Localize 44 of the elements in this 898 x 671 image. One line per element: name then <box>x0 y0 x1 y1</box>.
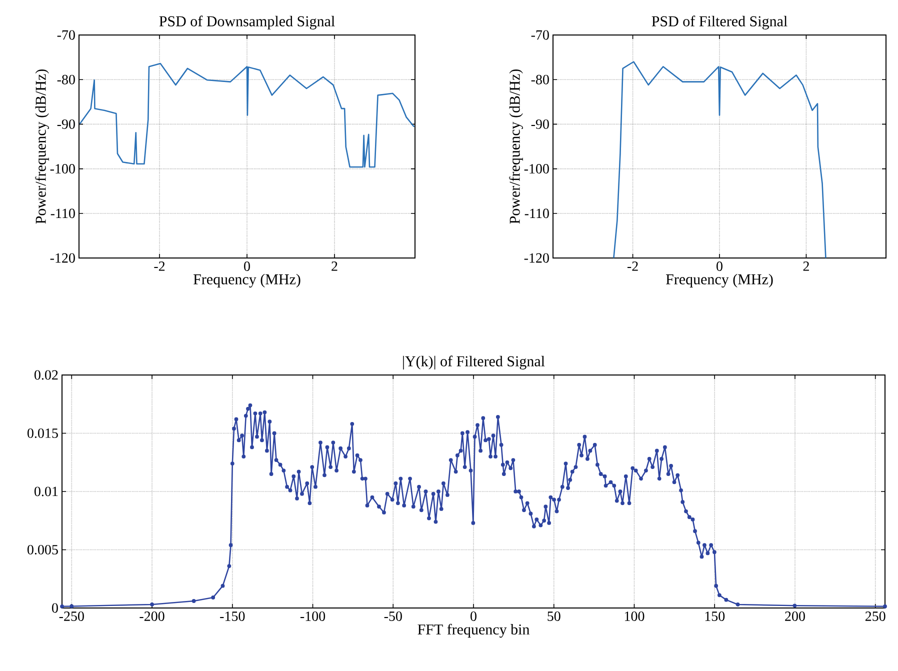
y-tick-label: -80 <box>57 74 75 84</box>
x-tick-label: -2 <box>154 262 165 271</box>
y-tick-label: 0.01 <box>34 486 58 496</box>
y-tick-label: 0.005 <box>28 544 58 554</box>
x-axis-title: FFT frequency bin <box>418 624 530 638</box>
y-tick-label: -110 <box>524 208 549 218</box>
x-axis-title: Frequency (MHz) <box>194 274 300 288</box>
y-tick-label: 0.015 <box>28 428 58 438</box>
y-tick-label: -120 <box>524 253 549 263</box>
chart-title: |Y(k)| of Filtered Signal <box>403 356 545 370</box>
x-tick-label: 200 <box>785 612 805 621</box>
line-series <box>79 62 415 168</box>
x-tick-label: -50 <box>384 612 402 621</box>
x-tick-label: -200 <box>140 612 164 621</box>
y-tick-label: 0 <box>52 603 58 613</box>
y-axis-title: Power/frequency (dB/Hz) <box>509 69 523 224</box>
x-tick-label: 0 <box>716 262 722 271</box>
y-tick-label: -100 <box>524 164 549 174</box>
chart-title: PSD of Filtered Signal <box>652 16 788 30</box>
x-tick-label: 150 <box>705 612 725 621</box>
chart-title: PSD of Downsampled Signal <box>159 16 335 30</box>
x-tick-label: 250 <box>865 612 886 621</box>
x-axis-title: Frequency (MHz) <box>666 274 773 288</box>
y-tick-label: -70 <box>57 30 75 40</box>
y-tick-label: -90 <box>531 119 549 129</box>
y-tick-label: -70 <box>531 30 549 40</box>
y-tick-label: -100 <box>50 164 75 174</box>
y-tick-label: -110 <box>50 208 75 218</box>
y-axis-title: Power/frequency (dB/Hz) <box>35 69 49 224</box>
x-tick-label: 100 <box>624 612 644 621</box>
x-tick-label: 50 <box>548 612 560 621</box>
y-tick-label: -120 <box>50 253 75 263</box>
y-tick-label: -80 <box>531 74 549 84</box>
x-tick-label: 0 <box>244 262 250 271</box>
x-tick-label: 2 <box>803 262 809 271</box>
line-series <box>613 61 826 258</box>
x-tick-label: -100 <box>300 612 326 621</box>
y-tick-label: -90 <box>57 119 75 129</box>
x-tick-label: -150 <box>220 612 245 621</box>
x-tick-label: -250 <box>59 612 84 621</box>
y-tick-label: 0.02 <box>34 370 58 380</box>
x-tick-label: 0 <box>470 612 476 621</box>
x-tick-label: 2 <box>332 262 338 271</box>
x-tick-label: -2 <box>627 262 638 271</box>
